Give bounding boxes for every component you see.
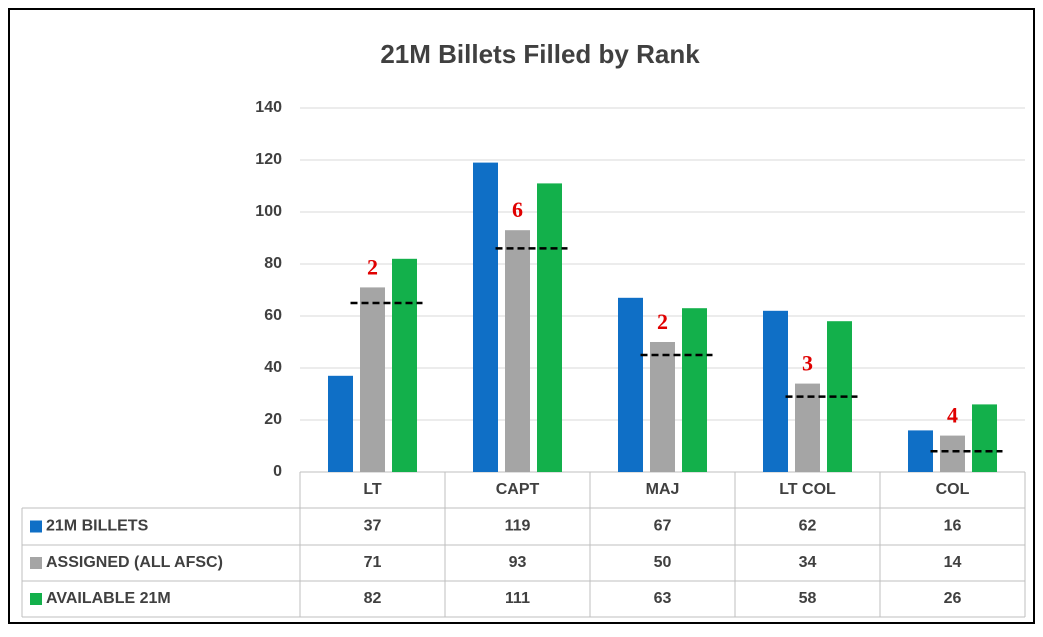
annotation: 2 — [657, 309, 668, 334]
y-tick-label: 40 — [264, 359, 282, 376]
bar — [392, 258, 417, 472]
bar — [763, 310, 788, 472]
table-value: 67 — [654, 518, 672, 535]
table-value: 14 — [944, 554, 962, 571]
table-value: 71 — [364, 554, 382, 571]
bar — [360, 287, 385, 472]
bar — [650, 342, 675, 472]
table-value: 82 — [364, 590, 382, 607]
table-value: 26 — [944, 590, 962, 607]
x-tick-label: LT COL — [779, 481, 836, 498]
table-value: 58 — [799, 590, 817, 607]
y-tick-label: 120 — [255, 151, 282, 168]
legend-key — [30, 593, 42, 605]
bar — [473, 162, 498, 472]
x-tick-label: CAPT — [496, 481, 540, 498]
annotation: 3 — [802, 351, 813, 376]
annotation: 4 — [947, 403, 958, 428]
table-value: 37 — [364, 518, 382, 535]
x-tick-label: COL — [936, 481, 970, 498]
annotation: 2 — [367, 254, 378, 279]
bar — [618, 297, 643, 472]
table-value: 16 — [944, 518, 962, 535]
bar — [505, 230, 530, 472]
y-tick-label: 80 — [264, 255, 282, 272]
bar — [908, 430, 933, 472]
bar — [940, 435, 965, 472]
legend-label: ASSIGNED (ALL AFSC) — [46, 554, 223, 571]
table-value: 93 — [509, 554, 527, 571]
x-tick-label: LT — [363, 481, 382, 498]
bar — [537, 183, 562, 472]
y-tick-label: 100 — [255, 203, 282, 220]
legend-label: 21M BILLETS — [46, 518, 149, 535]
table-value: 63 — [654, 590, 672, 607]
table-value: 50 — [654, 554, 672, 571]
legend-key — [30, 520, 42, 533]
legend-key — [30, 557, 42, 569]
table-value: 62 — [799, 518, 817, 535]
bar — [972, 404, 997, 472]
bar — [682, 308, 707, 472]
table-value: 34 — [799, 554, 817, 571]
bar — [795, 383, 820, 472]
y-tick-label: 140 — [255, 99, 282, 116]
legend-label: AVAILABLE 21M — [46, 590, 171, 607]
x-tick-label: MAJ — [646, 481, 680, 498]
y-tick-label: 0 — [273, 463, 282, 480]
chart-title: 21M Billets Filled by Rank — [380, 39, 700, 69]
annotation: 6 — [512, 197, 523, 222]
table-value: 119 — [505, 518, 531, 535]
bar — [328, 375, 353, 472]
table-value: 111 — [505, 590, 530, 607]
y-tick-label: 20 — [264, 411, 282, 428]
y-tick-label: 60 — [264, 307, 282, 324]
